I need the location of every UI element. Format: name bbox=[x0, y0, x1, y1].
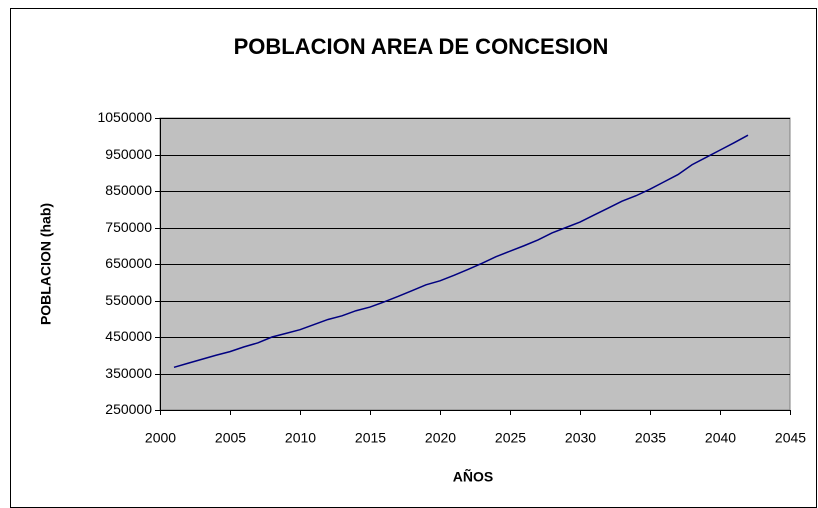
y-tick-label: 1050000 bbox=[97, 109, 152, 125]
x-tick-label: 2000 bbox=[145, 430, 176, 446]
x-tick-label: 2020 bbox=[425, 430, 456, 446]
x-tick-label: 2045 bbox=[775, 430, 806, 446]
y-tick-label: 650000 bbox=[105, 255, 152, 271]
y-tick-label: 250000 bbox=[105, 401, 152, 417]
y-tick-label: 850000 bbox=[105, 182, 152, 198]
x-tick-label: 2040 bbox=[705, 430, 736, 446]
y-axis-label: POBLACION (hab) bbox=[38, 203, 54, 325]
x-tick-label: 2030 bbox=[565, 430, 596, 446]
x-tick-label: 2010 bbox=[285, 430, 316, 446]
data-line bbox=[173, 134, 749, 369]
x-tick-label: 2035 bbox=[635, 430, 666, 446]
y-tick-label: 750000 bbox=[105, 219, 152, 235]
x-tick-label: 2015 bbox=[355, 430, 386, 446]
y-tick-label: 950000 bbox=[105, 146, 152, 162]
x-tick-label: 2025 bbox=[495, 430, 526, 446]
x-tick-label: 2005 bbox=[215, 430, 246, 446]
chart-title: POBLACION AREA DE CONCESION bbox=[234, 34, 609, 59]
x-axis-label: AÑOS bbox=[453, 468, 493, 485]
y-tick-label: 550000 bbox=[105, 292, 152, 308]
y-tick-label: 350000 bbox=[105, 365, 152, 381]
y-tick-label: 450000 bbox=[105, 328, 152, 344]
